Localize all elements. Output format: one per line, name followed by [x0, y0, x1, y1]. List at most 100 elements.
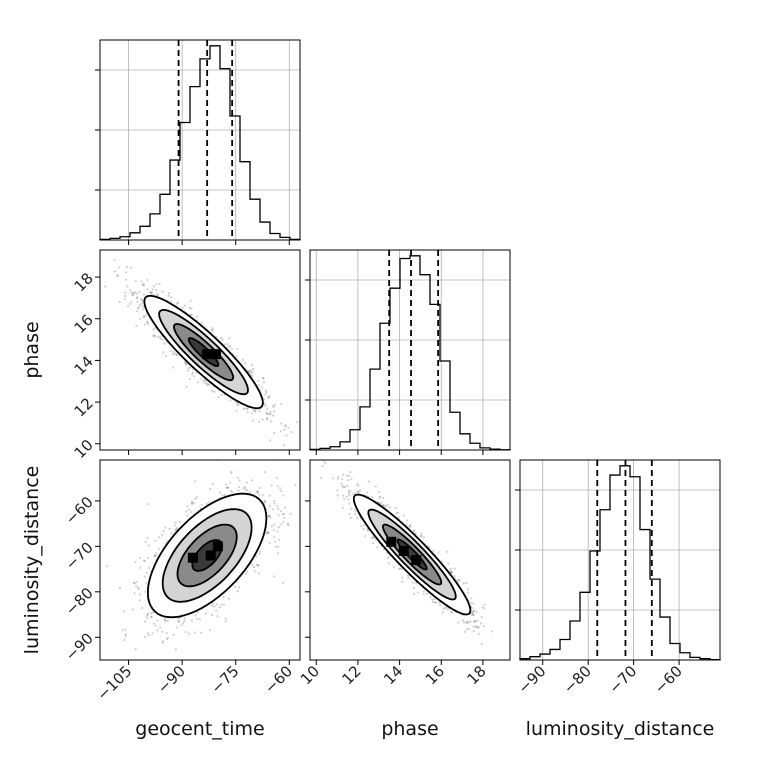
- scatter-point: [139, 317, 142, 321]
- scatter-point: [468, 627, 471, 631]
- scatter-point: [481, 606, 484, 609]
- grid-lines-0-0: [128, 40, 290, 240]
- scatter-point: [210, 604, 214, 608]
- x-tick-label-geocent_time: −105: [94, 662, 136, 704]
- scatter-point: [262, 377, 265, 380]
- scatter-point: [473, 620, 477, 623]
- scatter-point: [265, 391, 268, 394]
- scatter-point: [257, 564, 260, 567]
- scatter-point: [143, 575, 146, 578]
- scatter-point: [143, 635, 146, 638]
- scatter-point: [142, 293, 146, 296]
- x-tick-label-phase: 16: [422, 662, 448, 688]
- scatter-point: [277, 545, 280, 548]
- panel-frame-geocent_time: [99, 39, 301, 241]
- scatter-point: [480, 642, 483, 646]
- scatter-point: [140, 280, 143, 283]
- scatter-point: [186, 369, 190, 372]
- scatter-point: [144, 590, 147, 593]
- scatter-point: [280, 422, 283, 425]
- scatter-point: [124, 271, 128, 274]
- scatter-point: [144, 620, 147, 623]
- scatter-point: [420, 534, 423, 538]
- scatter-point: [185, 510, 188, 513]
- scatter-point: [382, 504, 385, 507]
- scatter-point: [230, 472, 233, 475]
- scatter-point: [397, 511, 400, 514]
- scatter-point: [324, 462, 327, 465]
- scatter-point: [350, 507, 353, 510]
- scatter-point: [472, 625, 475, 628]
- scatter-point: [450, 571, 453, 575]
- scatter-point: [191, 502, 194, 505]
- scatter-point: [466, 588, 470, 591]
- scatter-point: [467, 591, 470, 594]
- scatter-point: [211, 389, 214, 392]
- scatter-point: [226, 486, 229, 489]
- scatter-point: [474, 620, 477, 623]
- scatter-point: [269, 412, 272, 415]
- scatter-point: [138, 306, 141, 309]
- scatter-point: [472, 610, 475, 613]
- panel-frame-phase-luminosity_distance: [309, 459, 511, 661]
- scatter-point: [225, 486, 228, 489]
- scatter-point: [170, 532, 173, 535]
- scatter-point: [134, 279, 137, 282]
- scatter-point: [269, 439, 272, 442]
- scatter-point: [174, 521, 177, 524]
- scatter-point: [230, 348, 233, 351]
- scatter-point: [280, 402, 283, 405]
- scatter-point: [118, 266, 121, 269]
- scatter-point: [125, 278, 128, 281]
- scatter-point: [183, 304, 186, 307]
- contour-line-0: [143, 295, 264, 410]
- scatter-point: [151, 288, 154, 291]
- scatter-point: [143, 560, 146, 563]
- scatter-point: [282, 513, 285, 516]
- scatter-point: [343, 497, 346, 501]
- scatter-point: [257, 493, 261, 496]
- scatter-point: [264, 393, 267, 396]
- peak-cell-2: [212, 541, 223, 552]
- scatter-point: [271, 508, 275, 511]
- scatter-point: [265, 531, 268, 535]
- scatter-point: [176, 626, 179, 629]
- scatter-point: [196, 611, 199, 614]
- scatter-point: [471, 613, 474, 617]
- scatter-point: [135, 296, 138, 299]
- scatter-point: [273, 536, 276, 539]
- scatter-point: [204, 612, 207, 615]
- scatter-point: [163, 617, 166, 621]
- scatter-point: [123, 610, 126, 613]
- scatter-point: [356, 517, 359, 520]
- scatter-point: [184, 631, 187, 634]
- scatter-point: [146, 617, 149, 620]
- scatter-point: [252, 566, 256, 569]
- scatter-point: [349, 516, 352, 520]
- scatter-point: [143, 323, 146, 326]
- scatter-point: [147, 503, 150, 506]
- scatter-point: [172, 633, 175, 637]
- scatter-point: [155, 293, 158, 296]
- scatter-point: [251, 419, 255, 422]
- scatter-point: [269, 516, 272, 519]
- scatter-point: [256, 491, 259, 494]
- scatter-point: [281, 581, 285, 584]
- scatter-point: [290, 431, 293, 434]
- scatter-point: [413, 529, 416, 532]
- y-axis-label-luminosity_distance: luminosity_distance: [21, 466, 43, 655]
- scatter-point: [152, 622, 155, 625]
- scatter-point: [450, 610, 453, 614]
- scatter-point: [458, 579, 461, 582]
- scatter-point: [244, 361, 247, 364]
- scatter-point: [236, 403, 239, 406]
- y-tick-label-phase: 10: [71, 436, 97, 462]
- scatter-point: [153, 326, 157, 330]
- x-tick-label-phase: 12: [339, 662, 365, 688]
- scatter-point: [381, 504, 384, 507]
- scatter-point: [137, 587, 140, 591]
- scatter-point: [347, 474, 351, 477]
- scatter-point: [480, 615, 483, 619]
- scatter-point: [256, 564, 260, 567]
- scatter-point: [266, 413, 269, 416]
